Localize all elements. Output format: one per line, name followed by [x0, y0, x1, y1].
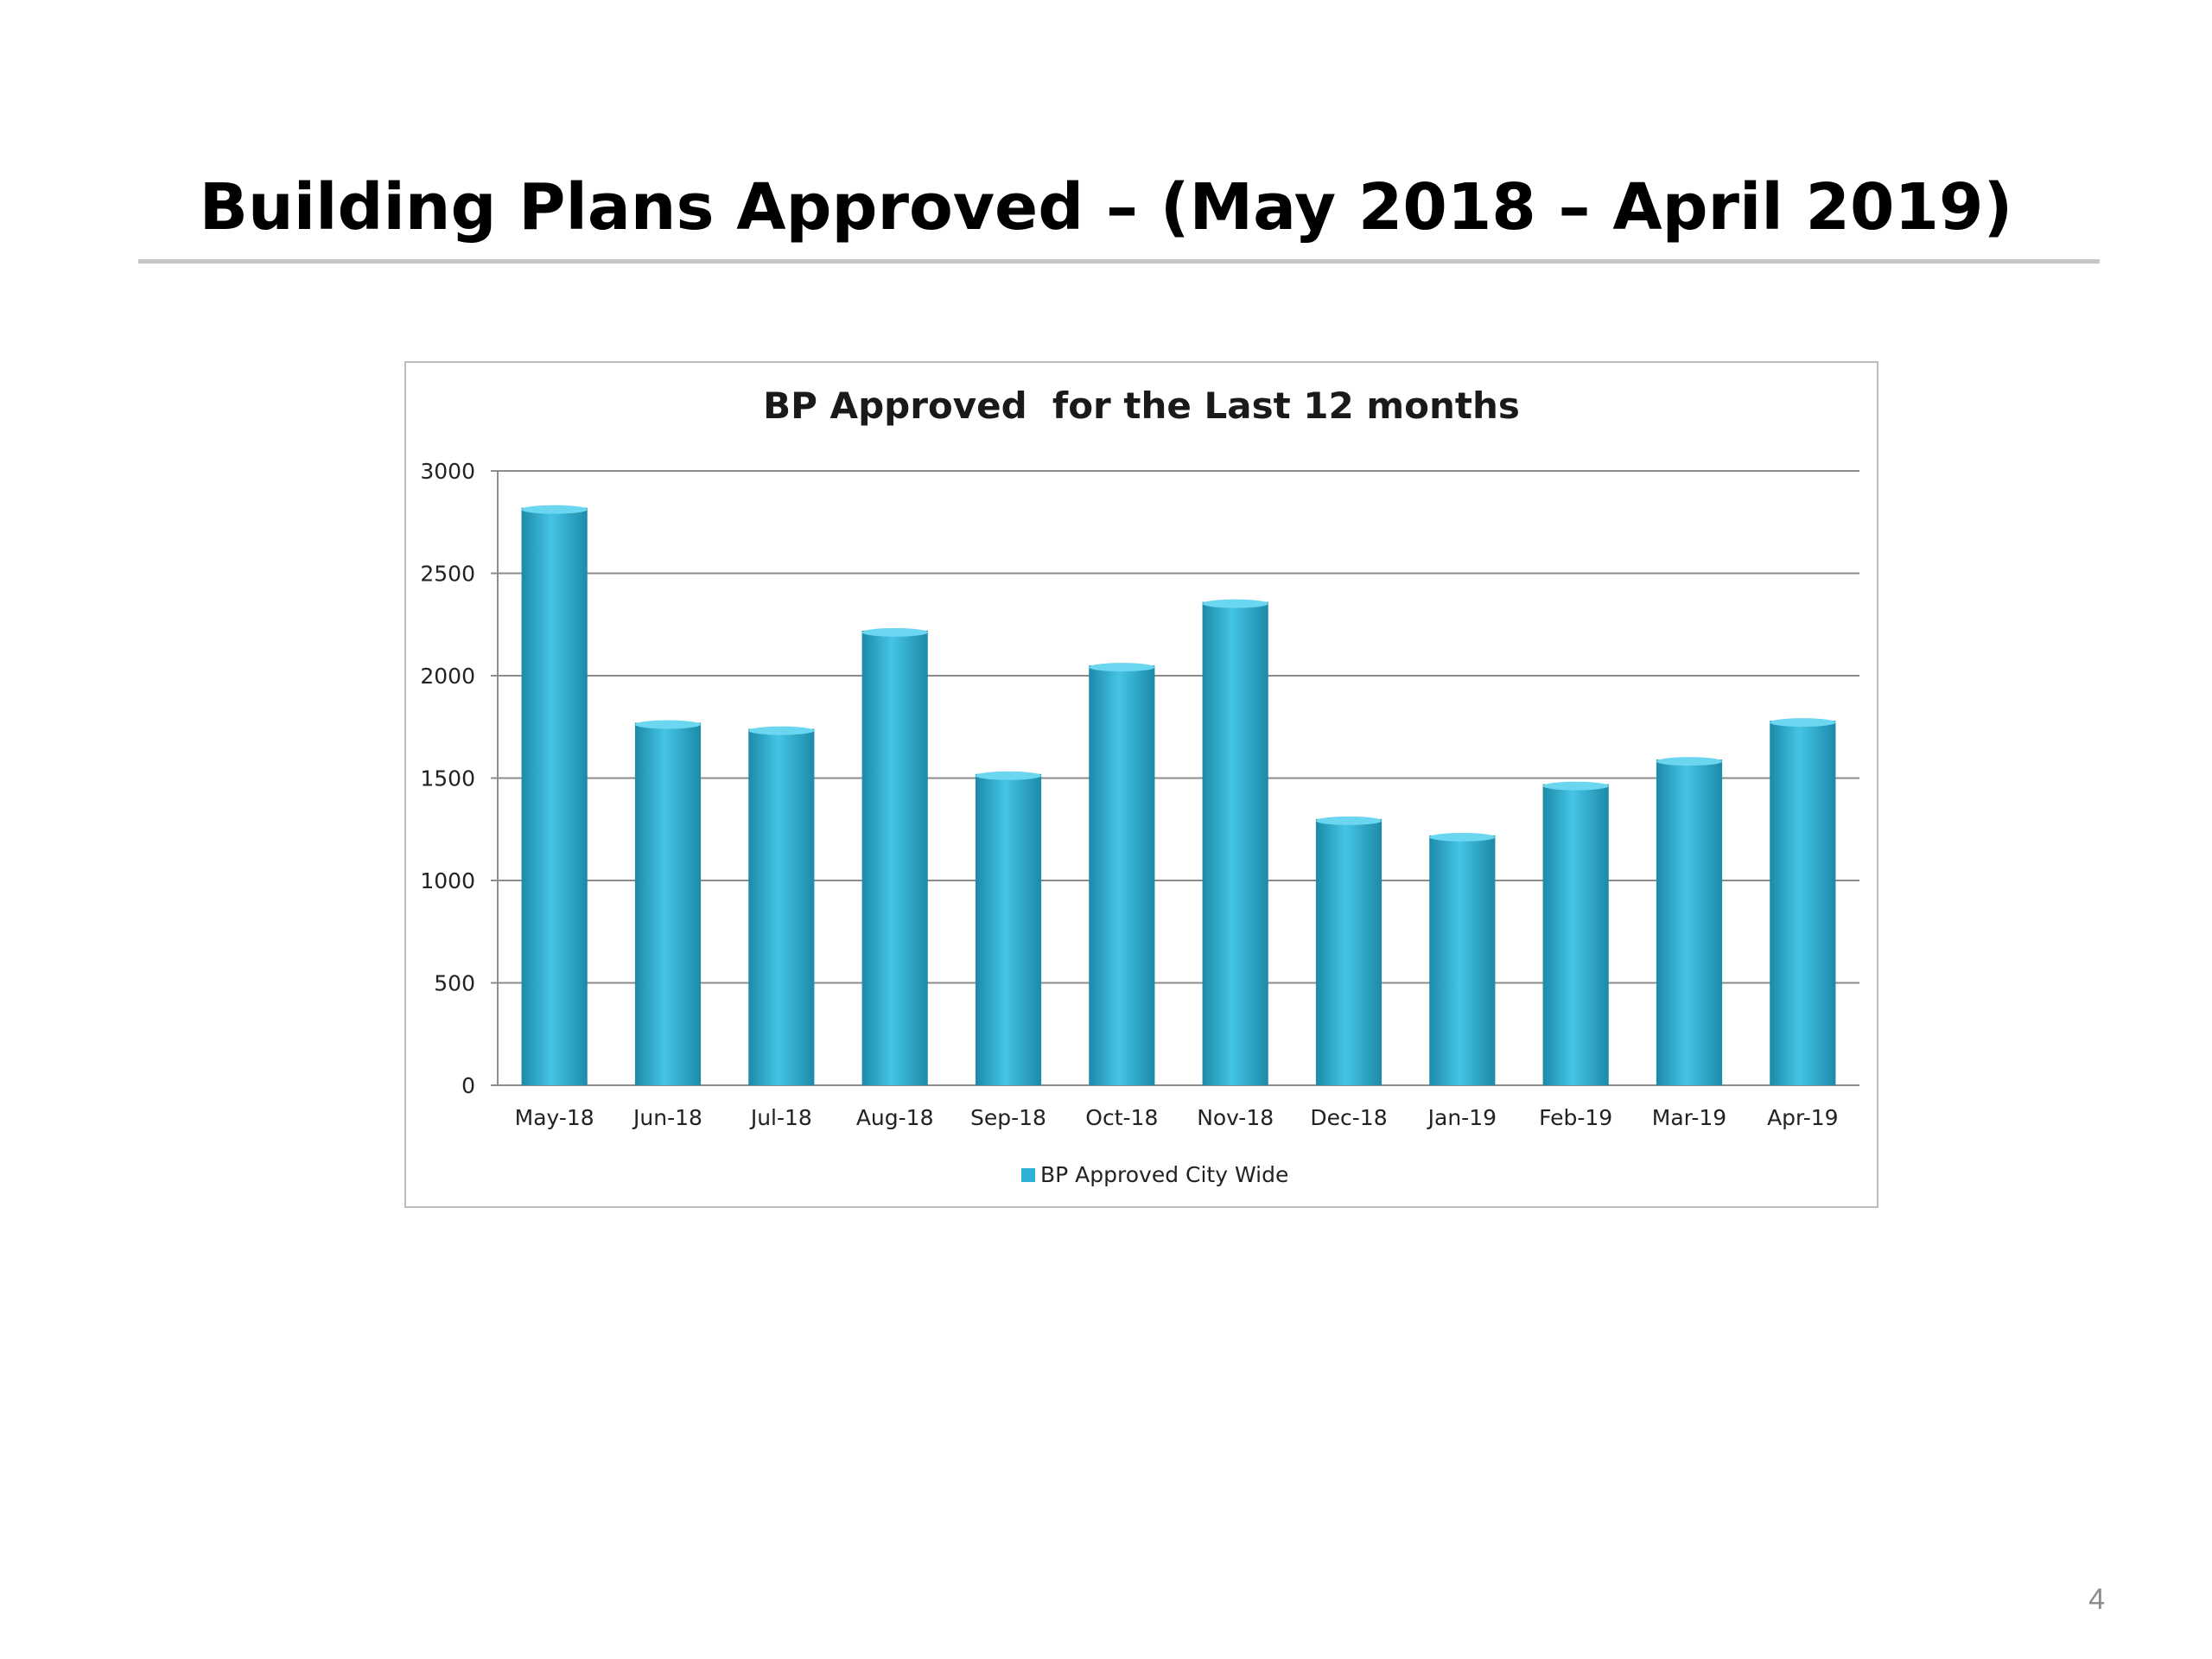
bar — [1429, 835, 1496, 1085]
y-tick-label: 2500 — [420, 562, 475, 587]
x-tick-label: Dec-18 — [1310, 1105, 1387, 1130]
bar — [1542, 784, 1609, 1085]
x-tick-label: Jan-19 — [1427, 1105, 1497, 1130]
bar — [1202, 601, 1268, 1085]
y-tick-label: 500 — [434, 971, 475, 996]
y-tick-label: 1000 — [420, 868, 475, 893]
bar-top — [861, 627, 928, 637]
x-axis: May-18 Jun-18 Jul-18 Aug-18 Sep-18 Oct-18 Nov-… — [515, 1105, 1839, 1130]
bar — [1770, 721, 1836, 1085]
chart-title: BP Approved for the Last 12 months — [763, 385, 1520, 427]
title-divider — [138, 259, 2100, 264]
y-axis: 0 500 1000 1500 2000 2500 3000 — [420, 459, 475, 1098]
y-tick-label: 0 — [461, 1073, 475, 1098]
bars — [521, 505, 1836, 1085]
bar — [521, 507, 588, 1085]
x-tick-label: Sep-18 — [970, 1105, 1046, 1130]
y-tick-label: 1500 — [420, 766, 475, 791]
bar-top — [1429, 832, 1496, 842]
bar-top — [521, 505, 588, 514]
bar — [1089, 665, 1155, 1085]
bar — [975, 773, 1042, 1085]
gridlines — [491, 470, 1859, 1086]
legend-label: BP Approved City Wide — [1040, 1162, 1288, 1187]
chart-frame: BP Approved for the Last 12 months 0 500 1… — [404, 361, 1878, 1208]
bar-top — [1202, 599, 1268, 608]
bar-top — [1315, 816, 1382, 825]
x-tick-label: Mar-19 — [1652, 1105, 1726, 1130]
x-tick-label: May-18 — [515, 1105, 594, 1130]
bar — [634, 722, 702, 1085]
x-tick-label: Aug-18 — [856, 1105, 934, 1130]
y-tick-label: 2000 — [420, 664, 475, 689]
page-number: 4 — [2088, 1583, 2105, 1616]
bar — [861, 630, 928, 1085]
bar-top — [1656, 757, 1723, 766]
x-tick-label: Nov-18 — [1197, 1105, 1274, 1130]
bar-top — [1542, 781, 1609, 791]
bar-top — [634, 720, 702, 729]
bar-top — [975, 771, 1042, 780]
x-tick-label: Jun-18 — [632, 1105, 702, 1130]
bar — [1656, 760, 1723, 1085]
legend: BP Approved City Wide — [1021, 1162, 1288, 1187]
x-tick-label: Apr-19 — [1767, 1105, 1838, 1130]
legend-swatch — [1021, 1168, 1035, 1182]
x-tick-label: Feb-19 — [1539, 1105, 1612, 1130]
bar-top — [1089, 663, 1155, 672]
bar-chart: BP Approved for the Last 12 months 0 500 1… — [420, 385, 1859, 1187]
bar — [748, 728, 815, 1085]
x-tick-label: Jul-18 — [749, 1105, 812, 1130]
slide-title: Building Plans Approved – (May 2018 – Ap… — [199, 170, 2013, 245]
x-tick-label: Oct-18 — [1085, 1105, 1158, 1130]
y-tick-label: 3000 — [420, 459, 475, 484]
bar-top — [748, 726, 815, 735]
bar-top — [1770, 718, 1836, 728]
bar — [1315, 818, 1382, 1085]
